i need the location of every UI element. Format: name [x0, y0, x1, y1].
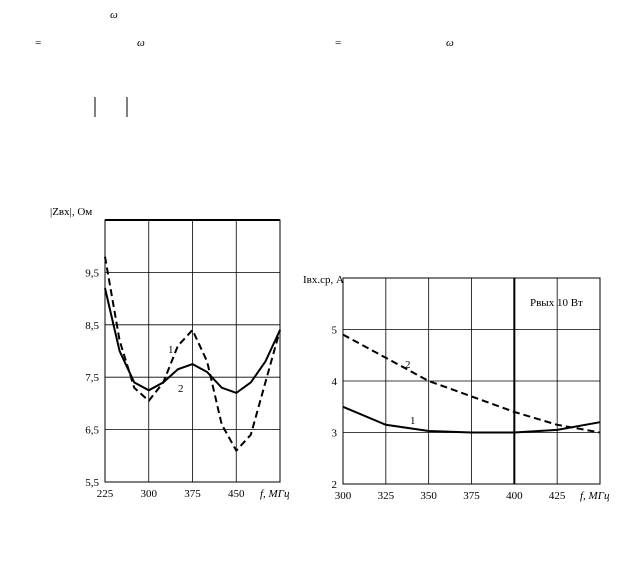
annotation: Pвых 10 Вт: [530, 297, 583, 309]
series-line: [104, 256, 281, 453]
y-tick-label: 5: [332, 325, 338, 337]
x-tick-label: 350: [420, 490, 437, 502]
y-axis-label: Iвх.ср, А: [303, 274, 344, 286]
series-line: [104, 287, 281, 395]
x-tick-label: 400: [506, 490, 523, 502]
y-tick-label: 6,5: [85, 425, 99, 437]
y-tick-label: 9,5: [85, 267, 99, 279]
y-tick-label: 7,5: [85, 372, 99, 384]
x-axis-label: f, МГц: [580, 490, 610, 502]
x-tick-label: 450: [228, 488, 245, 500]
y-tick-label: 3: [332, 428, 338, 440]
x-tick-label: 375: [463, 490, 480, 502]
formula-fragment: =: [335, 37, 341, 49]
series-label: 2: [178, 383, 184, 395]
x-tick-label: 325: [378, 490, 395, 502]
formula-fragment: ω: [137, 37, 145, 49]
formula-fragment: ω: [110, 9, 118, 21]
formula-fragment: =: [35, 37, 41, 49]
y-tick-label: 4: [332, 376, 338, 388]
series-label: 2: [405, 359, 411, 371]
series-label: 1: [168, 344, 174, 356]
x-tick-label: 300: [141, 488, 158, 500]
x-tick-label: 300: [335, 490, 352, 502]
y-axis-label: |Zвх|, Ом: [50, 206, 92, 218]
x-tick-label: 425: [549, 490, 566, 502]
y-tick-label: 5,5: [85, 477, 99, 489]
y-tick-label: 8,5: [85, 320, 99, 332]
series-line: [342, 333, 601, 434]
series-label: 1: [410, 415, 416, 427]
y-tick-label: 2: [332, 479, 338, 491]
x-tick-label: 375: [184, 488, 201, 500]
formula-fragment: ω: [446, 37, 454, 49]
x-axis-label: f, МГц: [260, 488, 290, 500]
series-line: [342, 405, 601, 434]
x-tick-label: 225: [97, 488, 114, 500]
